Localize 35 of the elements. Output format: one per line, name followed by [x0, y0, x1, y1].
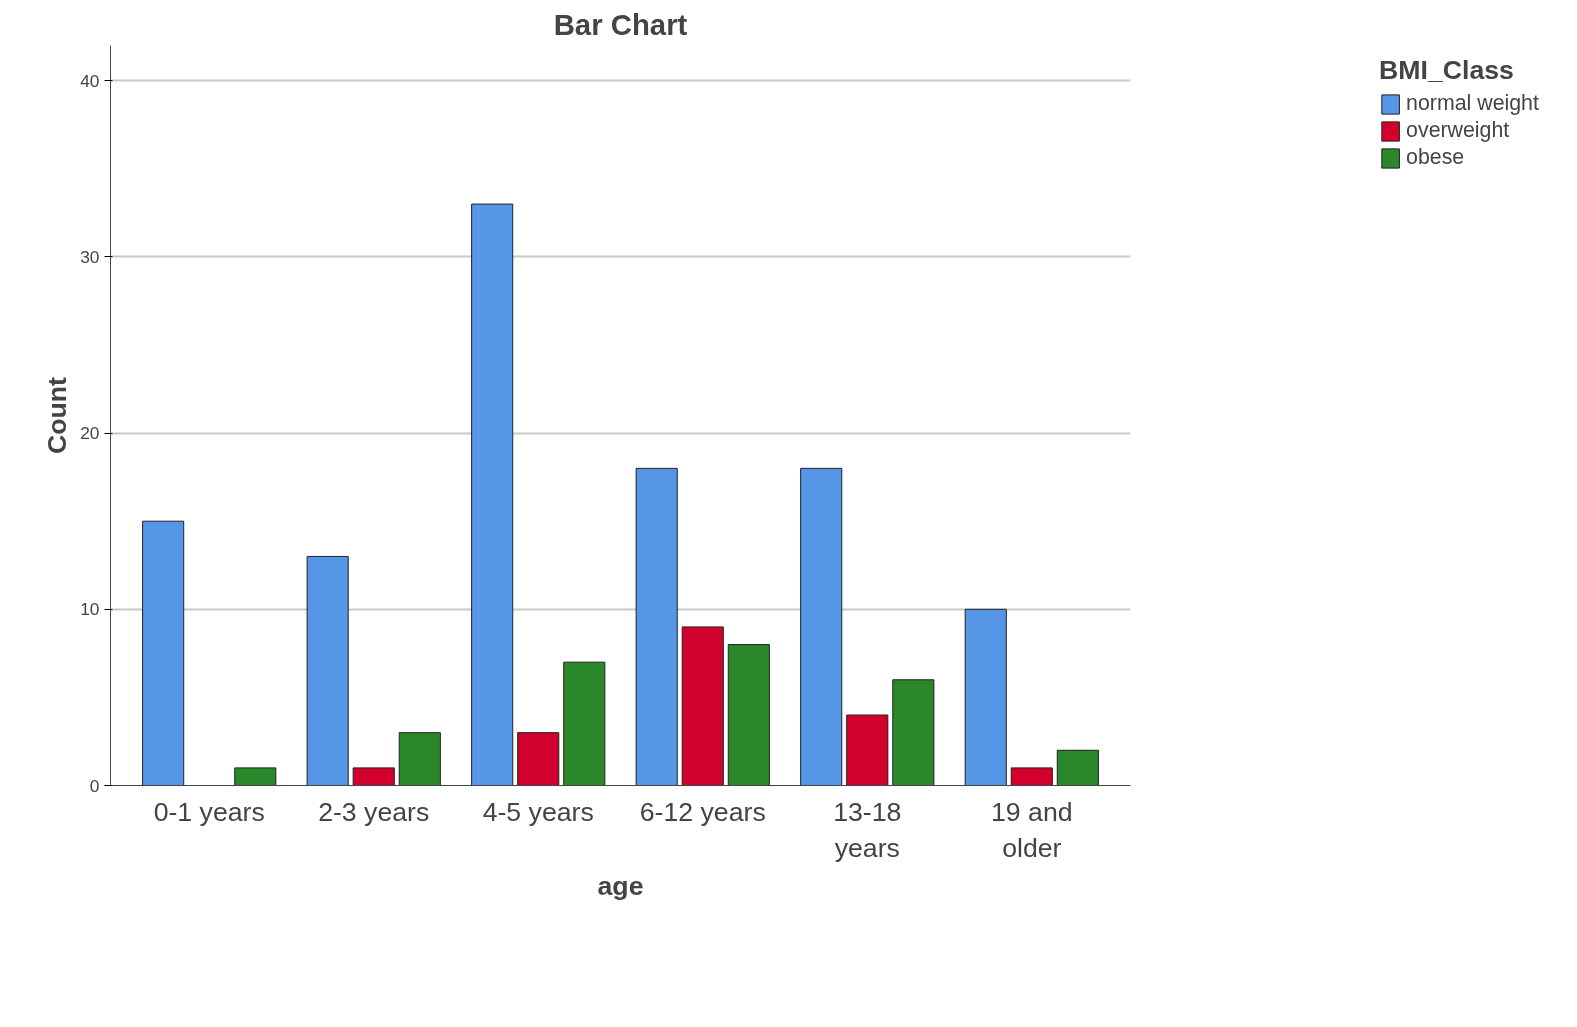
y-tick-label: 10 [80, 599, 100, 620]
bar [964, 608, 1007, 786]
bar [471, 203, 514, 786]
bar [846, 714, 889, 786]
bar [306, 555, 349, 786]
bar [1056, 749, 1099, 786]
x-tick-label: 13-18 years [833, 796, 902, 863]
bar [635, 467, 678, 786]
bar [800, 467, 843, 786]
x-tick-label: 19 and older [991, 796, 1073, 863]
x-axis-title: age [597, 870, 644, 901]
bar [681, 626, 724, 786]
bar [892, 679, 935, 786]
y-tick-label: 40 [80, 70, 100, 91]
bar [398, 732, 441, 786]
y-axis-title: Count [42, 376, 73, 454]
legend-label: obese [1406, 145, 1465, 170]
legend-label: overweight [1406, 118, 1510, 143]
y-tick-label: 30 [80, 246, 100, 267]
bar [1010, 767, 1053, 786]
y-tick-label: 0 [89, 775, 100, 796]
bar [234, 767, 277, 786]
bar [142, 520, 185, 786]
bar [727, 644, 770, 786]
legend-title: BMI_Class [1379, 55, 1515, 86]
bar [517, 732, 560, 786]
bar [352, 767, 395, 786]
chart-title: Bar Chart [553, 7, 688, 41]
x-tick-label: 2-3 years [318, 796, 430, 827]
legend-label: normal weight [1406, 91, 1539, 116]
x-tick-label: 0-1 years [153, 796, 265, 827]
y-tick-label: 20 [80, 423, 100, 444]
bar [563, 661, 606, 786]
x-tick-label: 6-12 years [639, 796, 766, 827]
x-tick-label: 4-5 years [482, 796, 594, 827]
